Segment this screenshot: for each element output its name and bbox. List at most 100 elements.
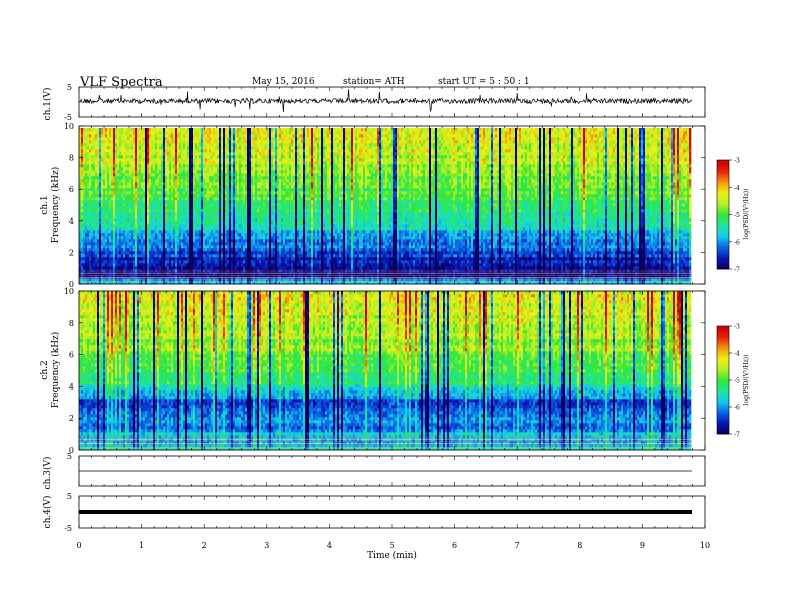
spectrogram-cell — [197, 182, 200, 186]
spectrogram-cell — [237, 134, 240, 138]
spectrogram-cell — [187, 143, 190, 147]
spectrogram-cell — [101, 248, 104, 252]
spectrogram-cell — [97, 176, 100, 180]
spectrogram-cell — [155, 242, 158, 246]
spectrogram-cell — [249, 143, 252, 147]
spectrogram-cell — [137, 239, 140, 243]
spectrogram-cell — [181, 221, 184, 225]
spectrogram-cell — [255, 197, 258, 201]
spectrogram-cell — [93, 245, 96, 249]
spectrogram-cell — [139, 236, 142, 240]
spectrogram-cell — [237, 158, 240, 162]
spectrogram-cell — [99, 164, 102, 168]
spectrogram-cell — [229, 212, 232, 216]
spectrogram-cell — [249, 254, 252, 258]
spectrogram-cell — [239, 149, 242, 153]
spectrogram-cell — [217, 146, 220, 150]
spectrogram-cell — [261, 197, 264, 201]
spectrogram-cell — [223, 242, 226, 246]
spectrogram-cell — [173, 254, 176, 258]
spectrogram-cell — [83, 233, 86, 237]
spectrogram-cell — [211, 200, 214, 204]
spectrogram-cell — [79, 257, 82, 261]
spectrogram-cell — [199, 242, 202, 246]
spectrogram-cell — [83, 224, 86, 228]
spectrogram-cell — [151, 257, 154, 261]
spectrogram-cell — [131, 269, 134, 273]
spectrogram-cell — [127, 272, 130, 276]
spectrogram-cell — [163, 236, 166, 240]
spectrogram-cell — [247, 245, 250, 249]
spectrogram-cell — [127, 164, 130, 168]
spectrogram-cell — [215, 158, 218, 162]
spectrogram-cell — [95, 257, 98, 261]
spectrogram-cell — [207, 128, 210, 132]
spectrogram-cell — [265, 194, 268, 198]
spectrogram-cell — [205, 212, 208, 216]
spectrogram-cell — [209, 224, 212, 228]
spectrogram-cell — [247, 233, 250, 237]
spectrogram-cell — [189, 140, 192, 144]
spectrogram-cell — [111, 272, 114, 276]
spectrogram-cell — [107, 224, 110, 228]
spectrogram-cell — [243, 209, 246, 213]
spectrogram-cell — [169, 182, 172, 186]
spectrogram-cell — [239, 191, 242, 195]
spectrogram-cell — [189, 224, 192, 228]
spectrogram-cell — [205, 188, 208, 192]
spectrogram-cell — [135, 164, 138, 168]
spectrogram-cell — [159, 260, 162, 264]
spectrogram-cell — [233, 221, 236, 225]
spectrogram-cell — [185, 224, 188, 228]
spectrogram-cell — [91, 260, 94, 264]
spectrogram-cell — [193, 272, 196, 276]
spectrogram-cell — [263, 131, 266, 135]
spectrogram-cell — [205, 209, 208, 213]
spectrogram-cell — [159, 164, 162, 168]
spectrogram-cell — [265, 221, 268, 225]
spectrogram-cell — [99, 206, 102, 210]
spectrogram-cell — [121, 212, 124, 216]
spectrogram-cell — [255, 209, 258, 213]
spectrogram-cell — [255, 185, 258, 189]
spectrogram-cell — [193, 221, 196, 225]
spectrogram-cell — [257, 245, 260, 249]
spectrogram-cell — [133, 224, 136, 228]
spectrogram-cell — [135, 209, 138, 213]
spectrogram-cell — [201, 209, 204, 213]
spectrogram-cell — [265, 218, 268, 222]
spectrogram-cell — [139, 185, 142, 189]
spectrogram-cell — [143, 149, 146, 153]
spectrogram-cell — [243, 254, 246, 258]
spectrogram-cell — [171, 248, 174, 252]
spectrogram-cell — [163, 191, 166, 195]
spectrogram-cell — [123, 266, 126, 270]
spectrogram-cell — [157, 197, 160, 201]
spectrogram-cell — [107, 155, 110, 159]
spectrogram-cell — [111, 245, 114, 249]
spectrogram-cell — [169, 215, 172, 219]
spectrogram-cell — [131, 227, 134, 231]
spectrogram-cell — [135, 254, 138, 258]
spectrogram-cell — [245, 221, 248, 225]
spectrogram-cell — [235, 224, 238, 228]
spectrogram-cell — [81, 131, 84, 135]
spectrogram-cell — [111, 152, 114, 156]
spectrogram-cell — [191, 263, 194, 267]
spectrogram-cell — [221, 197, 224, 201]
spectrogram-cell — [131, 260, 134, 264]
spectrogram-cell — [97, 206, 100, 210]
spectrogram-cell — [161, 164, 164, 168]
spectrogram-cell — [143, 188, 146, 192]
spectrogram-cell — [227, 188, 230, 192]
spectrogram-cell — [257, 236, 260, 240]
spectrogram-cell — [107, 257, 110, 261]
spectrogram-cell — [89, 269, 92, 273]
spectrogram-cell — [205, 245, 208, 249]
spectrogram-cell — [111, 206, 114, 210]
spectrogram-cell — [161, 263, 164, 267]
spectrogram-cell — [107, 254, 110, 258]
spectrogram-cell — [253, 212, 256, 216]
spectrogram-cell — [251, 167, 254, 171]
spectrogram-cell — [219, 155, 222, 159]
